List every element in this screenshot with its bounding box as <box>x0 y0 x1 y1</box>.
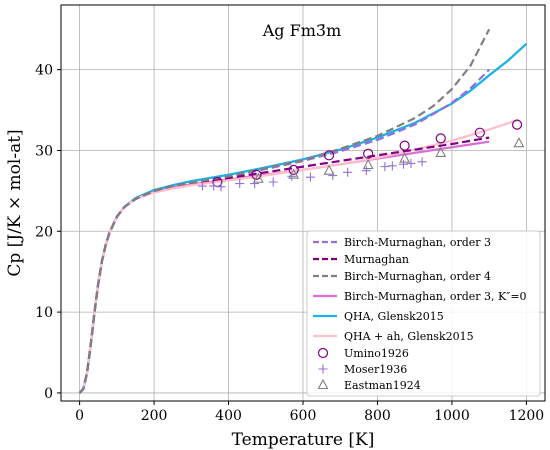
scatter-point-0 <box>511 119 523 130</box>
y-tick-label: 40 <box>35 63 53 79</box>
scatter-point-1 <box>399 159 409 169</box>
scatter-point-0 <box>399 140 410 151</box>
legend-box <box>306 230 541 397</box>
scatter-point-1 <box>387 161 397 171</box>
legend-marker <box>317 378 329 390</box>
scatter-point-0 <box>251 169 262 180</box>
series-line-2 <box>78 28 491 394</box>
legend-label: QHA, Glensk2015 <box>344 310 444 323</box>
scatter-point-2 <box>323 164 335 175</box>
scatter-point-0 <box>323 150 335 161</box>
y-axis-label: Cp [J/K × mol-at] <box>5 129 25 276</box>
x-tick-label: 0 <box>75 408 84 424</box>
legend: Birch-Murnaghan, order 3 Murnaghan Birch-M… <box>306 230 541 397</box>
legend-label: Umino1926 <box>344 347 409 360</box>
scatter-point-0 <box>474 127 485 138</box>
x-tick-label: 1000 <box>434 408 470 424</box>
scatter-point-1 <box>209 181 219 191</box>
y-tick-label: 10 <box>35 305 53 321</box>
legend-label: Moser1936 <box>344 363 407 376</box>
scatter-point-1 <box>406 158 416 168</box>
scatter-point-0 <box>363 148 374 159</box>
x-tick-label: 800 <box>364 408 391 424</box>
chart-title: Ag Fm3̄m <box>262 21 342 40</box>
legend-label: Murnaghan <box>344 253 409 266</box>
legend-label: QHA + ah, Glensk2015 <box>344 330 474 343</box>
series-group <box>78 28 528 394</box>
scatter-point-2 <box>362 158 374 170</box>
scatter-point-1 <box>380 162 390 172</box>
scatter-point-1 <box>235 179 245 189</box>
x-tick-label: 400 <box>215 408 242 424</box>
x-tick-label: 200 <box>141 408 168 424</box>
scatter-point-1 <box>268 177 278 187</box>
scatter-point-1 <box>305 172 315 182</box>
plot-area <box>78 28 528 394</box>
legend-label: Birch-Murnaghan, order 3, K″=0 <box>344 290 527 303</box>
scatter-point-2 <box>435 146 447 157</box>
x-axis-label: Temperature [K] <box>232 430 375 450</box>
y-tick-label: 20 <box>35 224 53 240</box>
x-tick-label: 600 <box>290 408 317 424</box>
scatter-point-1 <box>216 182 226 192</box>
y-tick-label: 0 <box>44 386 53 402</box>
scatter-point-1 <box>417 157 427 167</box>
scatter-point-2 <box>513 137 525 148</box>
scatter-point-0 <box>288 164 299 175</box>
scatter-point-2 <box>252 172 264 183</box>
legend-marker <box>317 347 329 359</box>
legend-marker <box>318 364 328 374</box>
series-line-0 <box>78 68 490 394</box>
y-tick-label: 30 <box>35 143 53 159</box>
legend-label: Eastman1924 <box>344 379 421 392</box>
scatter-point-1 <box>361 166 371 176</box>
axis-ticks: 0 200 400 600 800 1000 1200 0 10 20 30 40 <box>35 63 544 424</box>
legend-label: Birch-Murnaghan, order 3 <box>344 236 491 249</box>
scatter-point-2 <box>399 152 411 163</box>
scatter-point-2 <box>288 168 300 179</box>
legend-label: Birch-Murnaghan, order 4 <box>344 270 491 283</box>
scatter-point-1 <box>343 167 353 177</box>
scatter-point-1 <box>197 181 207 191</box>
x-tick-label: 1200 <box>509 408 545 424</box>
scatter-point-0 <box>435 133 446 144</box>
